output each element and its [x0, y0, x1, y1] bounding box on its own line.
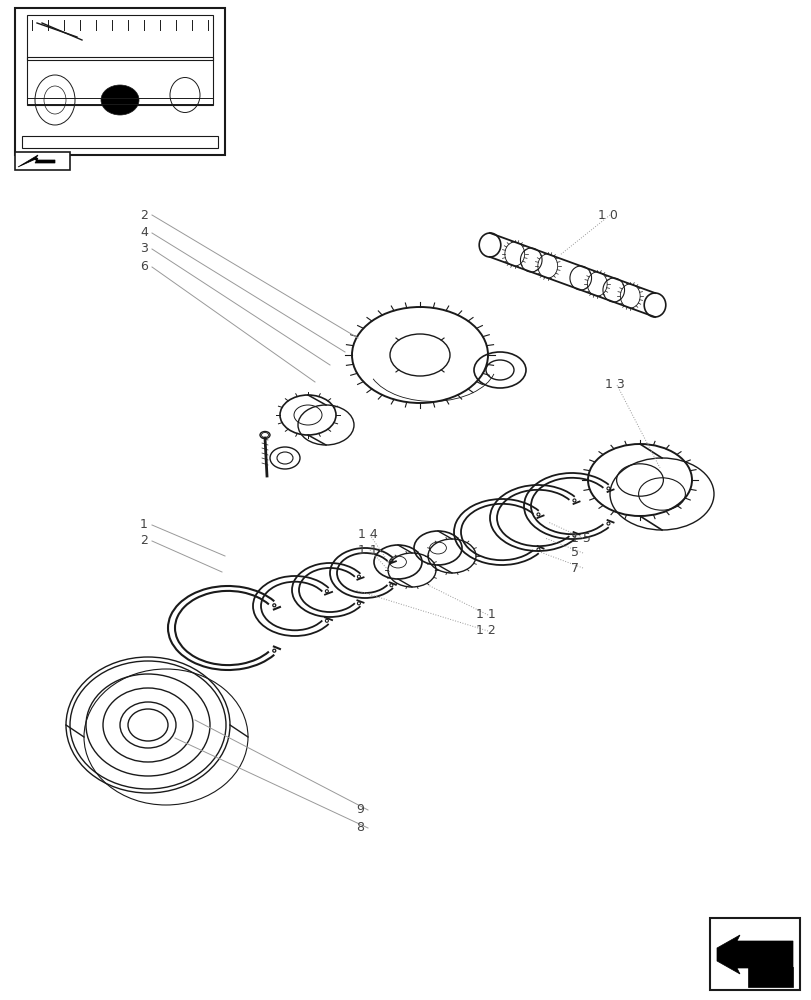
Text: 3: 3: [139, 242, 148, 255]
Text: 7: 7: [570, 562, 578, 574]
Text: 9: 9: [355, 803, 363, 816]
Text: 2: 2: [139, 209, 148, 222]
Text: 4: 4: [139, 227, 148, 239]
Text: 1 3: 1 3: [604, 378, 624, 391]
Bar: [747, 967, 792, 987]
Ellipse shape: [101, 85, 139, 115]
Text: 1 1: 1 1: [475, 608, 496, 621]
Text: 1 1: 1 1: [358, 544, 377, 556]
Bar: [27, 15, 212, 60]
Bar: [709, 918, 799, 990]
Bar: [15, 8, 225, 155]
Text: 1 5: 1 5: [570, 532, 590, 544]
Text: 1 4: 1 4: [358, 528, 377, 542]
Polygon shape: [18, 155, 55, 167]
Bar: [27, 57, 212, 105]
Bar: [22, 136, 217, 148]
Bar: [15, 152, 70, 170]
Text: 8: 8: [355, 821, 363, 834]
Text: 5: 5: [570, 546, 578, 560]
Text: 2: 2: [139, 534, 148, 548]
Polygon shape: [716, 935, 792, 974]
Text: 1 2: 1 2: [475, 624, 496, 638]
Text: 1: 1: [139, 518, 148, 532]
Text: 6: 6: [139, 260, 148, 273]
Text: 1 0: 1 0: [597, 209, 617, 222]
